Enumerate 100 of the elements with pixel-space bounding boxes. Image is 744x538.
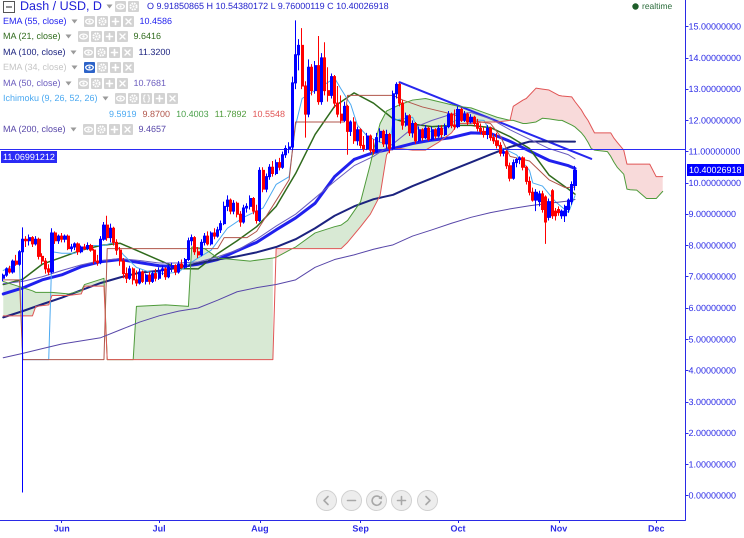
candlestick bbox=[249, 194, 252, 210]
candlestick bbox=[307, 58, 310, 118]
candlestick bbox=[346, 104, 349, 156]
annotation: 9.4657 bbox=[138, 123, 166, 136]
candlestick bbox=[557, 206, 560, 216]
candlestick bbox=[544, 194, 547, 244]
annotation: 10.7681 bbox=[134, 76, 166, 90]
candlestick bbox=[86, 242, 89, 251]
candlestick bbox=[473, 115, 476, 128]
candlestick bbox=[489, 126, 492, 142]
candlestick bbox=[560, 209, 564, 220]
candlestick bbox=[60, 232, 63, 243]
candlestick bbox=[154, 268, 157, 282]
annotation: 10.4586 bbox=[140, 14, 172, 28]
y-tick-label: 15.00000000 bbox=[688, 22, 742, 32]
candlestick bbox=[366, 132, 369, 151]
text: MA (100, close) bbox=[3, 46, 66, 58]
candlestick bbox=[180, 259, 183, 270]
candlestick bbox=[427, 126, 430, 142]
candlestick bbox=[375, 132, 378, 154]
candlestick bbox=[320, 52, 323, 106]
candlestick bbox=[145, 273, 148, 286]
candlestick bbox=[5, 266, 8, 278]
candlestick bbox=[210, 230, 213, 246]
candlestick bbox=[479, 123, 482, 135]
y-tick-label: 12.00000000 bbox=[688, 115, 742, 126]
candlestick bbox=[11, 259, 15, 274]
candlestick bbox=[343, 101, 346, 122]
x-tick-label: Jun bbox=[54, 524, 70, 534]
candlestick bbox=[551, 188, 554, 220]
candlestick bbox=[151, 270, 154, 284]
candlestick bbox=[161, 265, 164, 276]
candlestick bbox=[356, 126, 359, 146]
candlestick bbox=[421, 128, 424, 142]
candlestick bbox=[518, 156, 521, 165]
y-tick-label: 14.00000000 bbox=[688, 52, 742, 63]
annotation: 9.5919 bbox=[109, 108, 137, 120]
candlestick bbox=[349, 120, 352, 137]
line-series bbox=[2, 198, 576, 358]
candlestick bbox=[70, 243, 73, 252]
annotation: 9.6416 bbox=[134, 30, 162, 43]
candlestick bbox=[486, 124, 489, 140]
candlestick bbox=[54, 230, 57, 244]
candlestick bbox=[469, 114, 473, 124]
text: EMA (55, close) bbox=[3, 14, 67, 28]
candlestick bbox=[317, 35, 320, 106]
candlestick bbox=[453, 108, 456, 130]
candlestick bbox=[50, 228, 54, 274]
y-tick-label: 9.00000000 bbox=[688, 209, 736, 220]
candlestick bbox=[450, 112, 453, 129]
candlestick bbox=[57, 234, 60, 244]
candlestick bbox=[21, 226, 24, 493]
text: MA (200, close) bbox=[3, 123, 66, 136]
y-tick-label: 5.00000000 bbox=[688, 334, 736, 344]
candlestick bbox=[232, 200, 235, 215]
candlestick bbox=[24, 236, 28, 248]
y-tick-label: 13.00000000 bbox=[688, 84, 742, 94]
candlestick bbox=[132, 266, 135, 286]
candlestick bbox=[67, 234, 70, 251]
annotation: 11.3200 bbox=[138, 46, 170, 58]
legend-label: EMA (34, close) bbox=[3, 61, 67, 74]
candlestick bbox=[80, 244, 83, 254]
candlestick bbox=[314, 60, 317, 94]
text: MA (50, close) bbox=[3, 76, 61, 90]
candlestick bbox=[8, 265, 11, 274]
candlestick bbox=[83, 243, 86, 251]
candlestick bbox=[271, 160, 274, 178]
y-tick-label: 1.00000000 bbox=[688, 459, 736, 470]
candlestick bbox=[353, 116, 356, 144]
candlestick bbox=[502, 148, 505, 157]
candlestick bbox=[330, 72, 333, 99]
candlestick bbox=[369, 134, 372, 154]
annotation: 11.7892 bbox=[214, 108, 246, 120]
candlestick bbox=[213, 228, 216, 240]
chart-subtitle: O 9.91850865 H 10.54380172 L 9.76000119 C 10.40026918 bbox=[146, 0, 389, 13]
candlestick bbox=[424, 124, 427, 140]
text: 10.40026918 bbox=[687, 164, 744, 176]
candlestick bbox=[73, 242, 76, 251]
candlestick bbox=[275, 158, 278, 176]
candlestick bbox=[242, 204, 245, 224]
y-tick-label: 2.00000000 bbox=[688, 428, 736, 438]
candlestick bbox=[138, 268, 141, 286]
candlestick bbox=[466, 112, 469, 126]
candlestick bbox=[388, 132, 391, 154]
candlestick bbox=[534, 188, 538, 212]
candlestick bbox=[547, 198, 551, 221]
annotation: 10.4003 bbox=[176, 108, 209, 120]
candlestick bbox=[193, 236, 196, 256]
candlestick bbox=[135, 270, 138, 287]
candlestick bbox=[31, 236, 34, 248]
x-tick-label: Aug bbox=[251, 524, 269, 534]
y-tick-label: 4.00000000 bbox=[688, 366, 736, 376]
candlestick bbox=[76, 242, 80, 256]
candlestick bbox=[418, 126, 421, 143]
candlestick bbox=[359, 128, 362, 150]
annotation: realtime bbox=[642, 0, 672, 13]
candlestick bbox=[258, 166, 261, 223]
candlestick bbox=[106, 215, 109, 242]
candlestick bbox=[310, 64, 313, 96]
candlestick bbox=[405, 112, 408, 128]
